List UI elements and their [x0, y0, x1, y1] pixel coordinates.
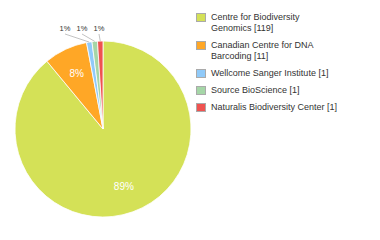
- html-text:Canadian Centre for DNA Barcod: Canadian Centre for DNA Barcoding [11]: [211, 40, 314, 61]
- html-text:Wellcome Sanger Institute [1]: Wellcome Sanger Institute [1]: [211, 68, 329, 78]
- svg-text:89%: 89%: [114, 181, 134, 192]
- html-text:Centre for Biodiversity Genomi: Centre for Biodiversity Genomics [119]: [211, 12, 300, 33]
- svg-text:1%: 1%: [60, 24, 71, 33]
- html-text:Source BioScience [1]: Source BioScience [1]: [211, 85, 300, 95]
- svg-text:8%: 8%: [70, 68, 85, 79]
- svg-text:1%: 1%: [77, 24, 88, 33]
- html-text:Naturalis Biodiversity Center: Naturalis Biodiversity Center [1]: [211, 102, 338, 112]
- svg-text:1%: 1%: [94, 24, 105, 33]
